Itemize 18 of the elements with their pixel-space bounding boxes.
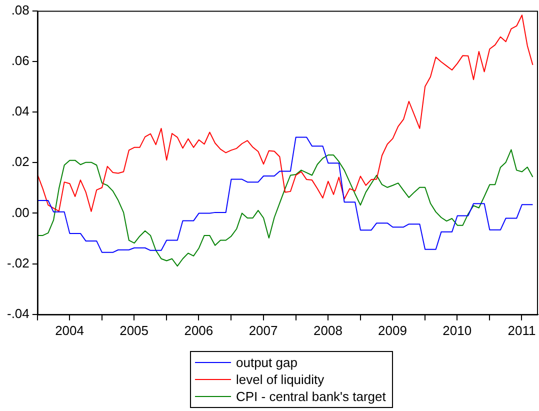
- x-tick-label: 2007: [248, 322, 278, 338]
- legend-label: CPI - central bank's target: [236, 388, 386, 405]
- legend-label: level of liquidity: [236, 371, 324, 388]
- x-tick-label: 2005: [120, 322, 149, 338]
- x-tick-label: 2010: [442, 322, 472, 338]
- x-tick-label: 2008: [314, 322, 342, 338]
- y-tick-label: -.04: [6, 306, 30, 321]
- x-tick-label: 2011: [508, 322, 536, 338]
- x-tick-label: 2009: [378, 322, 407, 338]
- y-tick-label: -.02: [6, 255, 30, 270]
- x-tick-label: 2004: [55, 322, 84, 338]
- y-tick-label: .06: [11, 52, 30, 68]
- x-tick-label: 2006: [184, 322, 214, 338]
- y-tick-label: .00: [11, 204, 30, 220]
- y-tick-label: .04: [11, 104, 30, 119]
- y-tick-label: .02: [11, 154, 30, 170]
- y-tick-label: .08: [11, 2, 30, 18]
- legend-label: output gap: [236, 354, 298, 371]
